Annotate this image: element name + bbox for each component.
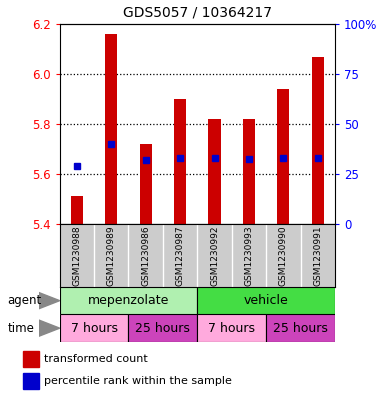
Text: percentile rank within the sample: percentile rank within the sample [44, 376, 232, 386]
Text: 7 hours: 7 hours [70, 321, 117, 335]
Bar [60, 287, 197, 314]
Text: vehicle: vehicle [244, 294, 288, 307]
Bar [312, 57, 324, 224]
Bar [60, 314, 129, 342]
Text: GSM1230986: GSM1230986 [141, 225, 150, 286]
Text: GSM1230991: GSM1230991 [313, 225, 322, 286]
Bar [23, 351, 39, 367]
Bar [105, 33, 117, 224]
Bar [197, 314, 266, 342]
Polygon shape [38, 320, 60, 336]
Text: 25 hours: 25 hours [136, 321, 190, 335]
Polygon shape [38, 292, 60, 309]
Title: GDS5057 / 10364217: GDS5057 / 10364217 [123, 6, 272, 20]
Text: GSM1230992: GSM1230992 [210, 225, 219, 286]
Bar [23, 373, 39, 389]
Bar [266, 314, 335, 342]
Bar [277, 89, 290, 224]
Bar [209, 119, 221, 224]
Bar [129, 314, 197, 342]
Text: GSM1230993: GSM1230993 [244, 225, 253, 286]
Text: 7 hours: 7 hours [208, 321, 255, 335]
Text: agent: agent [8, 294, 42, 307]
Text: GSM1230989: GSM1230989 [107, 225, 116, 286]
Text: time: time [8, 321, 35, 335]
Text: GSM1230988: GSM1230988 [72, 225, 81, 286]
Text: mepenzolate: mepenzolate [88, 294, 169, 307]
Text: GSM1230987: GSM1230987 [176, 225, 185, 286]
Bar [71, 196, 83, 224]
Text: GSM1230990: GSM1230990 [279, 225, 288, 286]
Text: transformed count: transformed count [44, 354, 148, 364]
Bar [174, 99, 186, 224]
Bar [197, 287, 335, 314]
Text: 25 hours: 25 hours [273, 321, 328, 335]
Bar [243, 119, 255, 224]
Bar [140, 144, 152, 224]
